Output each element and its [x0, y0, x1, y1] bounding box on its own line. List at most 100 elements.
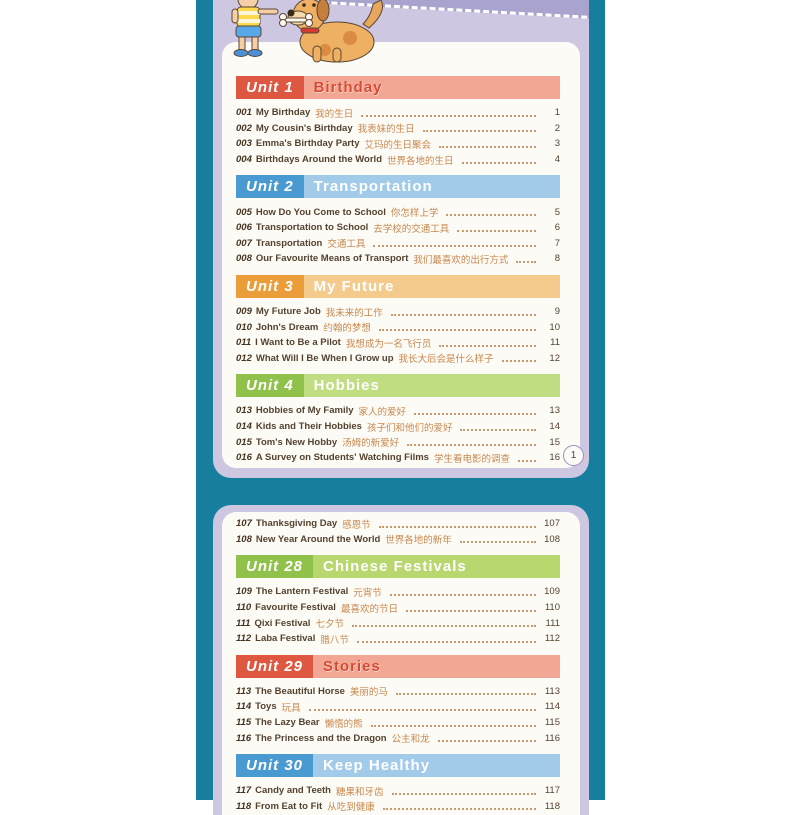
entry-title-en: Emma's Birthday Party — [255, 138, 360, 150]
entry-title-en: John's Dream — [255, 321, 319, 333]
entry-title-en: The Princess and the Dragon — [255, 732, 387, 744]
dot-leader — [390, 308, 536, 316]
entry-title-en: Candy and Teeth — [255, 785, 331, 797]
unit-label: Unit 3 — [236, 274, 304, 298]
toc-entry: 108 New Year Around the World 世界各地的新年 108 — [236, 532, 560, 548]
entry-number: 015 — [236, 436, 252, 448]
entry-title-en: How Do You Come to School — [255, 206, 386, 218]
entry-title-en: New Year Around the World — [255, 533, 381, 545]
entry-title-en: My Future Job — [255, 306, 321, 318]
entry-title-zh: 我长大后会是什么样子 — [398, 354, 494, 366]
unit-section: Unit 30 Keep Healthy 117 Candy and Teeth 糖果和… — [236, 753, 560, 814]
entry-page-number: 3 — [554, 138, 560, 150]
entry-title-zh: 约翰的梦想 — [323, 323, 371, 335]
entry-page-number: 109 — [544, 586, 560, 598]
entry-number: 114 — [236, 701, 252, 713]
unit-section: Unit 29 Stories 113 The Beautiful Horse 美丽的马… — [236, 654, 560, 746]
entry-title-zh: 交通工具 — [327, 239, 366, 251]
toc-entry: 109 The Lantern Festival 元宵节 109 — [236, 584, 560, 600]
entry-title-zh: 最喜欢的节日 — [340, 603, 398, 615]
entry-title-zh: 玩具 — [281, 702, 301, 714]
entry-title-en: I Want to Be a Pilot — [255, 337, 341, 349]
entry-page-number: 15 — [549, 436, 560, 448]
entry-title-zh: 学生看电影的调查 — [433, 453, 510, 465]
entry-number: 016 — [236, 452, 252, 464]
entry-number: 009 — [236, 306, 252, 318]
bone-icon — [279, 13, 313, 27]
entry-page-number: 5 — [554, 206, 560, 218]
entry-page-number: 108 — [544, 533, 560, 545]
entry-title-en: Favourite Festival — [255, 602, 336, 614]
entry-page-number: 107 — [544, 518, 560, 530]
entry-title-zh: 家人的爱好 — [358, 406, 407, 418]
entry-title-en: Kids and Their Hobbies — [255, 421, 362, 433]
toc-entry: 011 I Want to Be a Pilot 我想成为一名飞行员 11 — [236, 335, 560, 351]
toc-entry: 002 My Cousin's Birthday 我表妹的生日 2 — [236, 121, 560, 137]
entry-title-zh: 腊八节 — [320, 634, 349, 646]
unit-label: Unit 28 — [236, 555, 314, 579]
unit-entries: 001 My Birthday 我的生日 1 002 My Cousin's Birthd… — [236, 105, 560, 167]
dot-leader — [460, 423, 536, 431]
boy-figure — [231, 0, 279, 57]
dot-leader — [439, 140, 536, 148]
dot-leader — [389, 588, 536, 596]
entry-title-zh: 我未来的工作 — [325, 307, 383, 319]
toc-entry: 001 My Birthday 我的生日 1 — [236, 105, 560, 121]
entry-title-zh: 艾玛的生日聚会 — [364, 139, 432, 151]
toc-entry: 008 Our Favourite Means of Transport 我们最喜欢… — [236, 251, 560, 267]
entry-page-number: 7 — [554, 237, 560, 249]
entry-title-zh: 感恩节 — [342, 519, 371, 531]
unit-label: Unit 1 — [236, 76, 304, 99]
toc-entry: 014 Kids and Their Hobbies 孩子们和他们的爱好 14 — [236, 419, 560, 435]
unit-section: Unit 3 My Future 009 My Future Job 我未来的工作 9 01… — [236, 274, 560, 367]
entry-page-number: 118 — [544, 800, 560, 812]
entry-number: 012 — [236, 352, 252, 364]
dot-leader — [382, 802, 536, 811]
unit-title: Transportation — [303, 175, 560, 199]
entry-title-zh: 元宵节 — [353, 587, 382, 599]
unit-label: Unit 2 — [236, 175, 304, 199]
entry-title-zh: 糖果和牙齿 — [336, 786, 384, 798]
entry-number: 008 — [236, 253, 252, 265]
entry-title-zh: 我表妹的生日 — [357, 124, 415, 136]
unit-title: My Future — [303, 274, 560, 298]
entry-number: 115 — [236, 717, 252, 729]
unit-section: Unit 1 Birthday 001 My Birthday 我的生日 1 002 My C… — [236, 76, 560, 167]
unit-label: Unit 4 — [236, 374, 304, 398]
entry-number: 117 — [236, 785, 252, 797]
dot-leader — [459, 535, 536, 544]
dog-figure — [279, 0, 383, 63]
entry-number: 006 — [236, 222, 252, 234]
entry-title-en: Qixi Festival — [254, 617, 311, 629]
dot-leader — [501, 354, 536, 363]
entry-title-en: Birthdays Around the World — [255, 154, 382, 166]
entry-number: 109 — [236, 586, 252, 598]
toc-entry: 110 Favourite Festival 最喜欢的节日 110 — [236, 600, 560, 616]
entry-number: 113 — [236, 685, 252, 697]
unit-section: Unit 4 Hobbies 013 Hobbies of My Family 家人的爱… — [236, 374, 560, 465]
entry-number: 108 — [236, 533, 252, 545]
entry-title-en: Toys — [255, 701, 277, 713]
dot-leader — [516, 255, 536, 263]
dot-leader — [414, 407, 536, 415]
toc-entry: 005 How Do You Come to School 你怎样上学 5 — [236, 204, 560, 220]
unit-entries: 005 How Do You Come to School 你怎样上学 5 006 Tra… — [236, 204, 560, 266]
toc-card-2: 107 Thanksgiving Day 感恩节 107 108 New Year Aro… — [213, 505, 589, 815]
entry-page-number: 6 — [554, 222, 560, 234]
toc-entry: 115 The Lazy Bear 懒惰的熊 115 — [236, 715, 560, 731]
toc-entry: 111 Qixi Festival 七夕节 111 — [236, 615, 560, 631]
toc-entry: 012 What Will I Be When I Grow up 我长大后会是什么… — [236, 351, 560, 367]
unit-label: Unit 29 — [236, 654, 314, 678]
unit-title: Keep Healthy — [313, 753, 560, 777]
entry-number: 001 — [236, 107, 252, 119]
unit-entries: 013 Hobbies of My Family 家人的爱好 13 014 Kids an… — [236, 403, 560, 465]
toc-entry: 007 Transportation 交通工具 7 — [236, 236, 560, 252]
entry-title-zh: 公主和龙 — [391, 734, 430, 746]
entry-title-en: What Will I Be When I Grow up — [255, 352, 394, 364]
toc-entry: 004 Birthdays Around the World 世界各地的生日 4 — [236, 152, 560, 168]
entry-title-en: A Survey on Students' Watching Films — [255, 452, 429, 464]
entry-page-number: 10 — [549, 321, 560, 333]
entry-number: 004 — [236, 154, 252, 166]
entry-number: 005 — [236, 206, 252, 218]
unit-title: Hobbies — [303, 374, 560, 398]
